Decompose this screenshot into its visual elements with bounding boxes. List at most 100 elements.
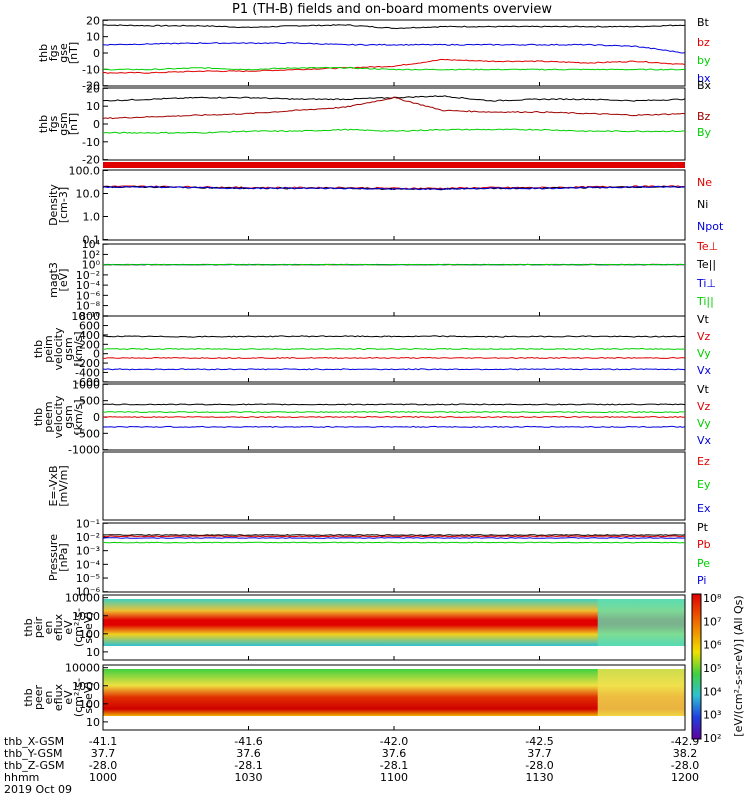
legend-ex: Ex	[697, 502, 711, 515]
y-axis-label: peim	[42, 335, 55, 363]
y-axis-label: sr-eV)	[82, 611, 95, 643]
y-axis-label: [km/s]	[72, 399, 85, 434]
chart-title: P1 (TH-B) fields and on-board moments ov…	[232, 2, 552, 17]
footer-value: 1100	[380, 771, 408, 784]
footer-value: -41.6	[234, 735, 262, 748]
y-tick-label: 10⁴	[82, 238, 101, 251]
y-tick-label: 1000	[72, 378, 100, 391]
colorbar-tick-label: 10²	[703, 732, 721, 745]
y-axis-label: fgs	[47, 44, 60, 61]
y-tick-label: 1.0	[83, 211, 101, 224]
y-tick-label: 0	[93, 47, 100, 60]
series-line-pi	[102, 537, 686, 539]
panel-10: 10000 1000 100 10 thbpeerenefluxeV(cm²-s-sr-…	[22, 662, 686, 731]
y-axis-label: eflux	[52, 683, 65, 711]
series-line-vz	[103, 356, 686, 359]
panel-8: 10⁻¹10⁻²10⁻³10⁻⁴10⁻⁵10⁻⁶ Pressure[nPa] Pt P…	[47, 517, 711, 598]
series-line-vx	[102, 368, 686, 371]
series-line-vt	[102, 335, 686, 338]
legend-vy: Vy	[697, 347, 711, 360]
series-line-bt	[102, 24, 686, 30]
y-tick-label: 10⁻¹	[76, 517, 100, 530]
y-axis-label: E=-VxB	[47, 465, 60, 506]
footer-row-label: hhmm	[4, 771, 39, 784]
footer-value: 1000	[89, 771, 117, 784]
legend-ez: Ez	[697, 455, 710, 468]
y-tick-label: 0	[93, 118, 100, 131]
series-line-pe	[102, 541, 686, 544]
y-tick-label: 0	[93, 348, 100, 361]
colorbar-tick-label: 10⁶	[703, 639, 722, 652]
y-axis-label: [nPa]	[57, 543, 70, 571]
y-axis-label: Pressure	[47, 534, 60, 581]
y-axis-label: [cm-3]	[57, 187, 70, 223]
footer-value: -28.1	[234, 759, 262, 772]
series-line-pb	[102, 535, 686, 538]
footer-value: 1030	[235, 771, 263, 784]
y-tick-label: 10⁻⁴	[76, 558, 101, 571]
y-tick-label: -500	[75, 427, 100, 440]
y-tick-label: 10²	[82, 248, 100, 261]
legend-ni: Ni	[697, 198, 708, 211]
y-tick-label: 10⁻²	[76, 531, 100, 544]
y-tick-label: 0.1	[83, 234, 101, 247]
y-tick-label: -1000	[68, 444, 100, 457]
legend-bz: bz	[697, 36, 710, 49]
legend-by: by	[697, 54, 711, 67]
y-axis-label: [km/s]	[72, 331, 85, 366]
legend-npot: Npot	[697, 220, 724, 233]
series-line-vt	[102, 403, 686, 406]
legend-vt: Vt	[697, 313, 710, 326]
legend-bx: bx	[697, 72, 711, 85]
heatmap-spectrogram	[103, 669, 685, 716]
y-tick-label: -20	[82, 154, 100, 167]
y-axis-label: (cm²-s-	[72, 608, 85, 647]
y-axis-label: thb	[37, 44, 50, 62]
panel-frame	[102, 451, 686, 521]
y-axis-label: gsm	[62, 337, 75, 360]
y-tick-label: 10000	[65, 662, 100, 675]
footer-row-label: thb_X-GSM	[4, 735, 64, 748]
y-tick-label: 10	[86, 716, 100, 729]
y-tick-label: 100	[79, 628, 100, 641]
y-axis-label: peir	[32, 616, 45, 638]
series-line-vy	[102, 411, 686, 414]
y-axis-label: gsm	[57, 112, 70, 135]
y-axis-label: eV	[62, 690, 75, 705]
footer-value: -28.0	[525, 759, 553, 772]
y-tick-label: 200	[79, 338, 100, 351]
series-line-bz	[102, 58, 686, 74]
y-axis-label: en	[42, 621, 55, 635]
series-line-vz	[102, 415, 686, 419]
footer-value: -42.5	[525, 735, 553, 748]
y-axis-label: velocity	[52, 395, 65, 438]
series-line-bx	[102, 42, 686, 54]
panel-9: 10000 1000 100 10 thbpeirenefluxeV(cm²-s-sr-…	[22, 592, 686, 661]
heatmap-spectrogram	[103, 599, 685, 646]
y-axis-label: peer	[32, 685, 45, 711]
panel-frame	[102, 87, 686, 161]
footer-value: 37.7	[91, 747, 116, 760]
legend-vt: Vt	[697, 383, 710, 396]
y-axis-label: [nT]	[67, 113, 80, 135]
y-tick-label: -400	[75, 366, 100, 379]
y-axis-label: thb	[32, 408, 45, 426]
y-tick-label: 10⁻²	[76, 269, 100, 282]
legend-vx: Vx	[697, 364, 712, 377]
y-axis-label: thb	[32, 340, 45, 358]
footer-date: 2019 Oct 09	[4, 783, 72, 796]
y-tick-label: 10	[86, 646, 100, 659]
legend-bt: Bt	[697, 16, 710, 29]
y-axis-label: thb	[22, 618, 35, 636]
y-tick-label: 10	[86, 100, 100, 113]
heatmap-spectrogram-late	[597, 599, 685, 646]
legend-pt: Pt	[697, 521, 709, 534]
panel-7: E=-VxB[mV/m] Ez Ey Ex	[47, 451, 711, 521]
series-line-by	[102, 66, 686, 71]
y-tick-label: 10.0	[76, 187, 101, 200]
data-quality-bar	[103, 162, 685, 168]
y-tick-label: 10⁻³	[76, 545, 100, 558]
footer-value: 37.6	[382, 747, 407, 760]
